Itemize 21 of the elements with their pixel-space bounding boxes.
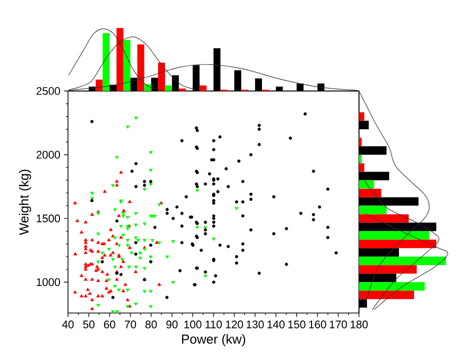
y-tick-label: 1500 — [36, 214, 60, 222]
x-tick-label: 80 — [146, 320, 157, 328]
y-tick-label: 1000 — [36, 278, 60, 286]
x-tick-label: 90 — [166, 320, 178, 328]
y-axis-title: Weight (kg) — [19, 170, 32, 236]
x-tick-label: 70 — [124, 320, 136, 328]
x-tick-label: 160 — [309, 320, 326, 328]
x-axis-title: Power (kw) — [182, 334, 246, 346]
x-tick-label: 50 — [83, 320, 94, 328]
x-tick-label: 130 — [246, 320, 264, 328]
x-tick-label: 60 — [104, 320, 116, 328]
x-tick-label: 120 — [226, 320, 244, 328]
x-tick-label: 100 — [184, 320, 202, 328]
x-tick-label: 170 — [330, 320, 347, 328]
x-tick-label: 40 — [62, 320, 74, 328]
x-tick-label: 110 — [206, 320, 222, 328]
x-tick-label: 180 — [350, 320, 368, 328]
y-tick-label: 2500 — [36, 87, 60, 95]
y-tick-label: 2000 — [36, 150, 60, 159]
x-tick-label: 150 — [288, 320, 306, 328]
x-tick-label: 140 — [268, 320, 285, 328]
